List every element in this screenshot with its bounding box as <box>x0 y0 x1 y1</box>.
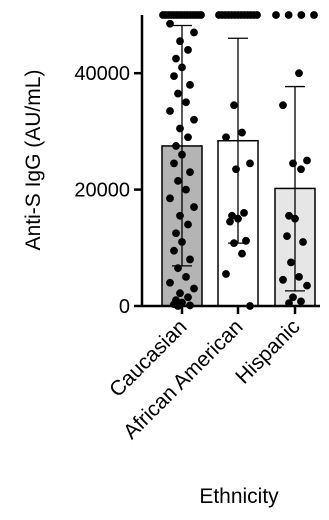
data-point <box>182 98 190 107</box>
data-point <box>170 72 178 81</box>
data-point <box>166 107 174 115</box>
data-point <box>289 159 297 168</box>
data-point <box>190 28 198 37</box>
data-point <box>238 249 246 258</box>
data-point <box>166 278 174 287</box>
data-point <box>166 19 174 28</box>
data-point <box>232 165 240 174</box>
data-point <box>176 124 184 133</box>
error-bars <box>172 24 305 292</box>
data-point <box>246 159 254 168</box>
data-point <box>190 284 198 293</box>
x-tick-label: Hispanic <box>231 315 304 388</box>
data-point <box>172 54 180 63</box>
data-point <box>297 165 305 174</box>
data-point <box>184 46 192 54</box>
data-point <box>303 156 311 165</box>
data-point <box>310 11 318 19</box>
data-point <box>222 270 230 278</box>
data-point <box>186 168 194 177</box>
x-axis-title: Ethnicity <box>199 485 279 508</box>
data-point <box>230 101 238 110</box>
data-point <box>184 133 192 142</box>
y-tick-label: 0 <box>119 296 130 318</box>
data-point <box>170 246 178 255</box>
data-point <box>295 69 303 78</box>
data-point <box>184 220 192 229</box>
data-point <box>176 37 184 46</box>
y-axis: 0 20000 40000 <box>74 15 144 318</box>
y-axis-title: Anti-S IgG (AU/mL) <box>22 70 45 251</box>
data-point <box>295 273 303 281</box>
data-point <box>182 273 190 281</box>
data-point <box>303 281 311 290</box>
y-tick-label: 20000 <box>74 180 130 202</box>
data-point <box>238 128 246 137</box>
data-point <box>226 217 234 226</box>
data-point <box>172 229 180 238</box>
data-point <box>176 289 184 298</box>
data-point <box>279 101 287 110</box>
data-point <box>184 293 192 302</box>
data-point <box>186 255 194 264</box>
data-point <box>297 11 306 19</box>
data-point <box>279 275 287 284</box>
data-point <box>285 211 293 220</box>
data-point <box>186 80 194 89</box>
data-point <box>190 115 198 124</box>
data-points <box>159 11 318 310</box>
data-point <box>166 194 174 203</box>
data-point <box>253 11 261 19</box>
data-point <box>197 11 205 19</box>
data-point <box>297 297 305 306</box>
data-point <box>182 185 190 194</box>
data-point <box>174 89 182 98</box>
data-point <box>176 211 184 220</box>
data-point <box>283 232 291 241</box>
data-point <box>174 176 182 185</box>
data-point <box>190 203 198 211</box>
data-point <box>172 142 180 150</box>
data-point <box>170 159 178 168</box>
y-tick-label: 40000 <box>74 63 130 85</box>
data-point <box>299 238 307 246</box>
data-point <box>240 208 248 217</box>
data-point <box>272 11 280 19</box>
data-point <box>289 293 297 302</box>
data-point <box>222 133 230 142</box>
data-point <box>287 258 295 267</box>
data-point <box>284 11 293 19</box>
